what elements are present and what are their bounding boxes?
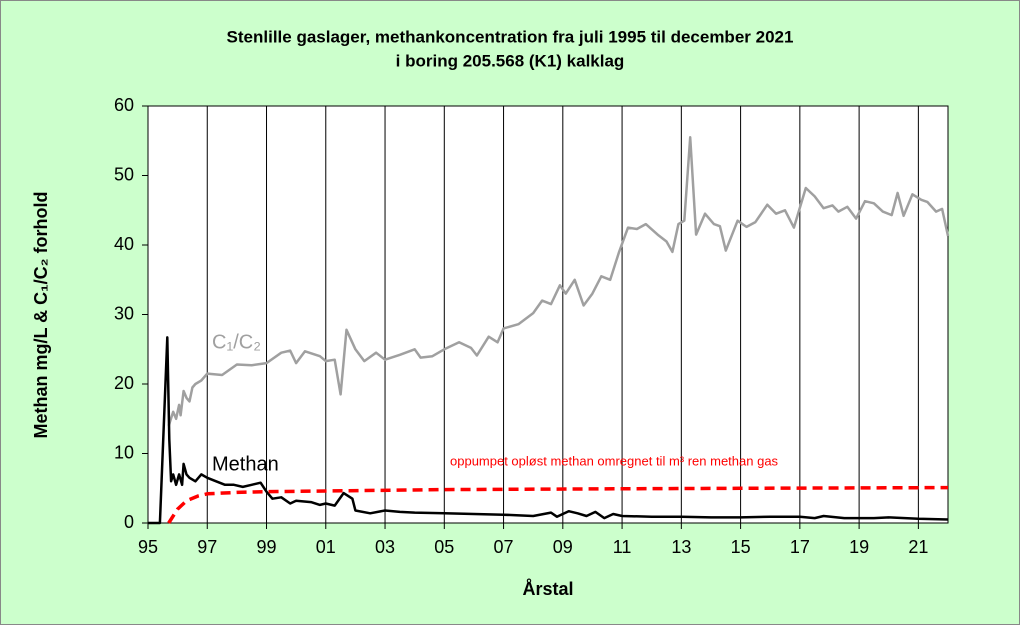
series-label: oppumpet opløst methan omregnet til m³ r… <box>450 453 779 468</box>
plot-border <box>147 105 949 524</box>
x-tick-label: 13 <box>671 537 691 557</box>
chart-title: Stenlille gaslager, methankoncentration … <box>227 27 794 46</box>
x-tick-label: 17 <box>790 537 810 557</box>
x-tick-label: 97 <box>197 537 217 557</box>
x-tick-label: 11 <box>613 537 632 557</box>
y-tick-label: 40 <box>114 234 134 254</box>
y-tick-label: 20 <box>114 373 134 393</box>
y-tick-label: 30 <box>114 303 134 323</box>
y-tick-label: 50 <box>114 164 134 184</box>
x-tick-label: 07 <box>494 537 514 557</box>
x-tick-label: 15 <box>731 537 751 557</box>
y-axis-title: Methan mg/L & C₁/C₂ forhold <box>31 191 51 438</box>
x-axis-title: Årstal <box>522 579 573 599</box>
x-tick-label: 09 <box>553 537 573 557</box>
x-tick-label: 95 <box>138 537 158 557</box>
y-tick-label: 0 <box>124 512 134 532</box>
x-tick-label: 01 <box>316 537 336 557</box>
series-label: C₁/C₂ <box>212 331 261 353</box>
x-tick-label: 19 <box>849 537 869 557</box>
x-tick-label: 99 <box>257 537 277 557</box>
series-line <box>167 136 950 427</box>
series-label: Methan <box>212 453 279 475</box>
chart-subtitle: i boring 205.568 (K1) kalklag <box>396 51 625 70</box>
y-tick-label: 10 <box>114 442 134 462</box>
x-tick-label: 21 <box>908 537 928 557</box>
series-line <box>148 336 949 525</box>
plot-area <box>148 106 948 523</box>
x-tick-label: 05 <box>434 537 454 557</box>
x-tick-label: 03 <box>375 537 395 557</box>
y-tick-label: 60 <box>114 95 134 115</box>
